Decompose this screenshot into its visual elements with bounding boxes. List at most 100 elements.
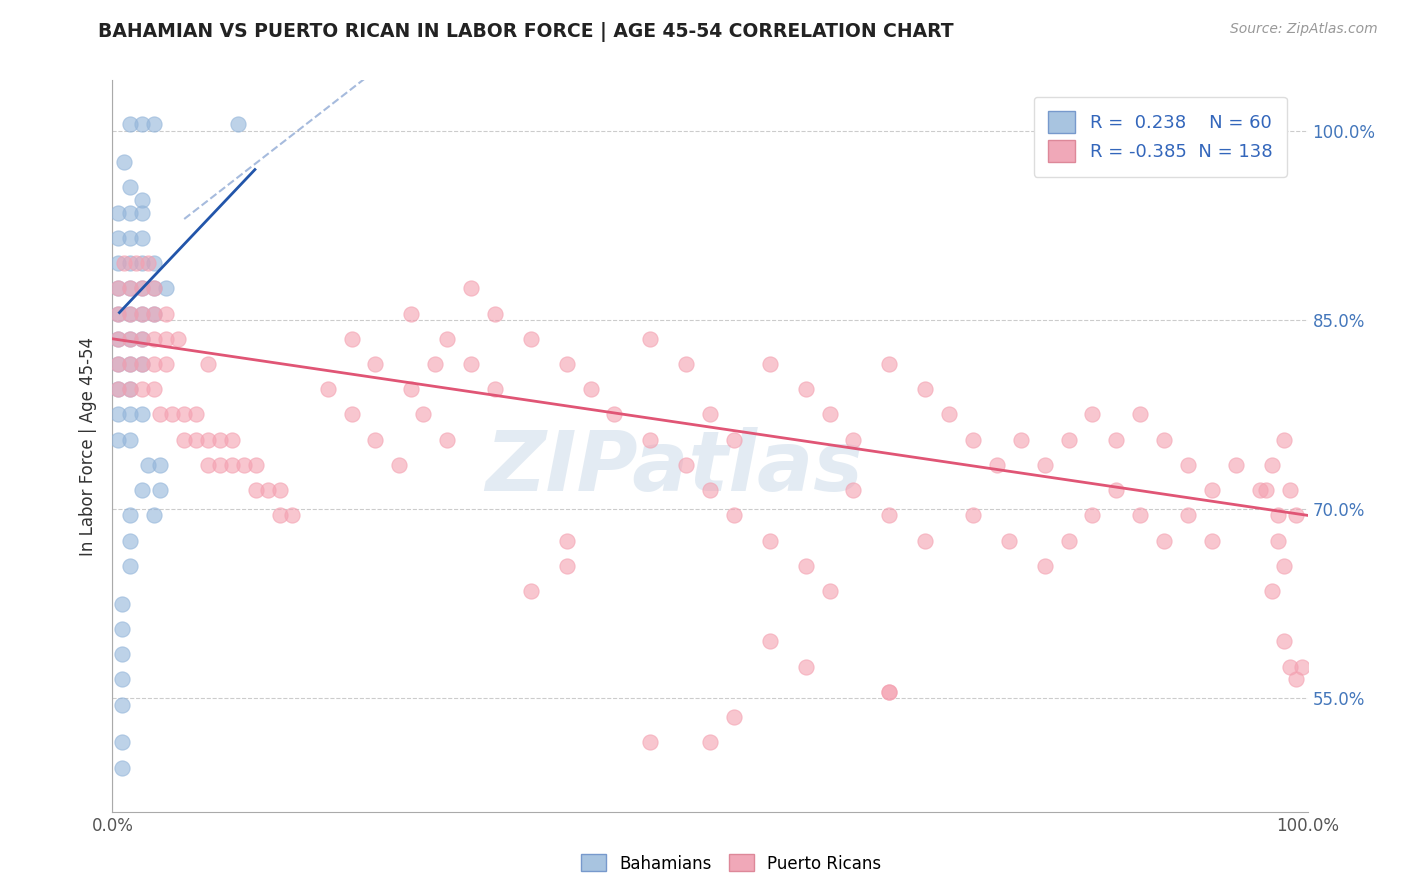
Point <box>114 155 135 169</box>
Point <box>962 433 984 447</box>
Point <box>131 332 153 346</box>
Point <box>197 458 219 472</box>
Point <box>120 256 142 270</box>
Point <box>226 117 249 131</box>
Point <box>281 508 304 523</box>
Point <box>962 508 984 523</box>
Point <box>111 761 134 775</box>
Point <box>197 357 219 371</box>
Point <box>173 433 195 447</box>
Point <box>107 205 129 219</box>
Point <box>1081 408 1104 422</box>
Point <box>555 533 578 548</box>
Point <box>555 357 578 371</box>
Point <box>1129 408 1152 422</box>
Point <box>1177 458 1199 472</box>
Point <box>879 685 901 699</box>
Point <box>436 332 458 346</box>
Point <box>162 408 183 422</box>
Point <box>245 458 267 472</box>
Point <box>107 408 129 422</box>
Point <box>143 508 166 523</box>
Text: BAHAMIAN VS PUERTO RICAN IN LABOR FORCE | AGE 45-54 CORRELATION CHART: BAHAMIAN VS PUERTO RICAN IN LABOR FORCE … <box>98 22 955 42</box>
Point <box>131 256 153 270</box>
Point <box>640 735 662 749</box>
Point <box>520 584 543 599</box>
Point <box>914 382 936 396</box>
Point <box>460 357 482 371</box>
Point <box>412 408 434 422</box>
Point <box>120 508 142 523</box>
Point <box>186 433 208 447</box>
Point <box>484 382 506 396</box>
Point <box>149 408 172 422</box>
Point <box>340 408 363 422</box>
Point <box>120 281 142 295</box>
Point <box>938 408 960 422</box>
Point <box>269 483 291 497</box>
Point <box>111 698 134 712</box>
Point <box>723 433 745 447</box>
Point <box>107 332 129 346</box>
Y-axis label: In Labor Force | Age 45-54: In Labor Force | Age 45-54 <box>79 336 97 556</box>
Point <box>167 332 190 346</box>
Point <box>1177 508 1199 523</box>
Point <box>120 382 142 396</box>
Point <box>138 256 160 270</box>
Point <box>1285 673 1308 687</box>
Point <box>1225 458 1247 472</box>
Point <box>818 408 841 422</box>
Point <box>1010 433 1032 447</box>
Point <box>125 256 148 270</box>
Text: Source: ZipAtlas.com: Source: ZipAtlas.com <box>1230 22 1378 37</box>
Point <box>675 357 697 371</box>
Point <box>1278 659 1301 673</box>
Point <box>340 332 363 346</box>
Point <box>131 307 153 321</box>
Point <box>233 458 256 472</box>
Point <box>120 180 142 194</box>
Point <box>879 685 901 699</box>
Point <box>131 357 153 371</box>
Point <box>197 433 219 447</box>
Point <box>111 735 134 749</box>
Point <box>143 307 166 321</box>
Point <box>1105 433 1128 447</box>
Point <box>364 433 387 447</box>
Point <box>699 735 721 749</box>
Point <box>131 281 153 295</box>
Point <box>1057 433 1080 447</box>
Point <box>155 332 177 346</box>
Point <box>120 533 142 548</box>
Point <box>107 433 129 447</box>
Point <box>1285 508 1308 523</box>
Point <box>1291 659 1313 673</box>
Point <box>879 508 901 523</box>
Point <box>640 433 662 447</box>
Point <box>143 281 166 295</box>
Point <box>794 558 817 573</box>
Point <box>759 533 782 548</box>
Point <box>1129 508 1152 523</box>
Point <box>155 307 177 321</box>
Point <box>143 307 166 321</box>
Point <box>138 458 160 472</box>
Point <box>120 357 142 371</box>
Point <box>120 332 142 346</box>
Point <box>794 382 817 396</box>
Point <box>120 558 142 573</box>
Point <box>131 193 153 207</box>
Point <box>131 205 153 219</box>
Point <box>699 483 721 497</box>
Point <box>107 332 129 346</box>
Point <box>269 508 291 523</box>
Point <box>842 433 865 447</box>
Point <box>120 408 142 422</box>
Point <box>1153 433 1175 447</box>
Point <box>120 205 142 219</box>
Point <box>107 281 129 295</box>
Point <box>388 458 411 472</box>
Point <box>143 117 166 131</box>
Point <box>914 533 936 548</box>
Point <box>759 634 782 648</box>
